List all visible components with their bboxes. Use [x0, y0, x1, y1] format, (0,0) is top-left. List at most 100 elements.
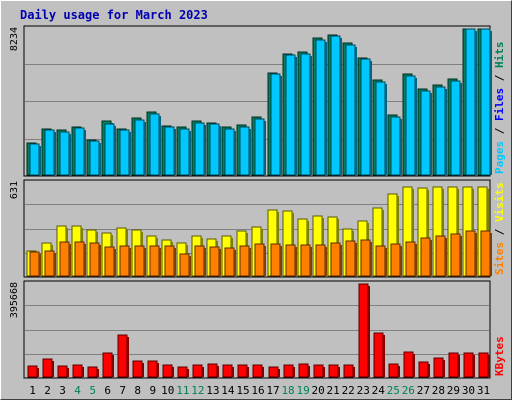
bar-shadow — [427, 190, 429, 276]
bar-shadow — [353, 367, 355, 377]
bar-shadow — [295, 247, 297, 276]
bar-shadow — [340, 38, 342, 175]
bar-files-15 — [239, 126, 250, 176]
bar-shadow — [280, 76, 282, 175]
bar-shadow — [172, 367, 174, 377]
bar-files-8 — [134, 119, 145, 176]
bar-shadow — [490, 233, 492, 276]
bar-shadow — [355, 47, 357, 175]
bar-shadow — [412, 189, 414, 276]
bar-shadow — [84, 130, 86, 175]
bar-kbytes-4 — [72, 364, 83, 378]
bar-shadow — [69, 134, 71, 175]
bar-shadow — [127, 337, 129, 377]
bar-files-23 — [360, 58, 371, 176]
bar-kbytes-3 — [57, 365, 68, 378]
legend-separator: / — [493, 222, 506, 242]
bar-shadow — [415, 244, 417, 276]
bar-files-28 — [435, 86, 446, 176]
bar-files-2 — [44, 129, 55, 176]
panel-legend: Pages / Files / Hits — [493, 42, 506, 175]
bar-kbytes-24 — [373, 332, 384, 378]
bar-kbytes-13 — [207, 363, 218, 378]
bar-sites-6 — [104, 246, 115, 277]
bar-kbytes-26 — [403, 351, 414, 378]
bar-files-26 — [405, 75, 416, 176]
bar-sites-14 — [224, 247, 235, 277]
bar-shadow — [37, 368, 39, 377]
x-tick-11: 11 — [176, 384, 189, 397]
bar-shadow — [249, 129, 251, 175]
x-tick-3: 3 — [59, 384, 66, 397]
bar-kbytes-1 — [27, 365, 38, 378]
bar-files-12 — [194, 122, 205, 176]
bar-files-18 — [285, 54, 296, 176]
bar-files-17 — [270, 73, 281, 176]
bar-sites-31 — [480, 230, 491, 277]
bar-files-10 — [164, 126, 175, 176]
bar-kbytes-17 — [268, 366, 279, 378]
bar-shadow — [114, 249, 116, 276]
bar-shadow — [382, 210, 384, 276]
bar-files-31 — [480, 28, 491, 176]
bar-files-14 — [224, 128, 235, 176]
x-tick-15: 15 — [236, 384, 249, 397]
x-tick-20: 20 — [312, 384, 325, 397]
bar-kbytes-8 — [132, 360, 143, 378]
bar-sites-27 — [420, 237, 431, 277]
panel-visits: 631 Sites / Visits — [9, 179, 506, 278]
x-tick-27: 27 — [417, 384, 430, 397]
bar-shadow — [249, 248, 251, 276]
bar-shadow — [295, 57, 297, 175]
bar-shadow — [99, 143, 101, 175]
bar-shadow — [370, 61, 372, 175]
bar-files-6 — [104, 123, 115, 176]
y-max-label: 8234 — [9, 27, 20, 51]
bar-kbytes-28 — [433, 357, 444, 378]
x-tick-22: 22 — [342, 384, 355, 397]
bar-files-30 — [465, 28, 476, 176]
bar-shadow — [325, 42, 327, 175]
panel-requests: 8234 Pages / Files / Hits — [9, 25, 506, 177]
bar-kbytes-9 — [147, 360, 158, 378]
x-tick-1: 1 — [29, 384, 36, 397]
x-tick-18: 18 — [281, 384, 294, 397]
bar-files-16 — [254, 118, 265, 176]
bar-sites-26 — [405, 241, 416, 277]
bar-shadow — [202, 367, 204, 377]
bar-shadow — [383, 335, 385, 377]
bar-shadow — [398, 366, 400, 377]
legend-separator: / — [493, 121, 506, 141]
bar-shadow — [219, 249, 221, 276]
bar-sites-30 — [465, 230, 476, 277]
bar-shadow — [232, 367, 234, 377]
bar-shadow — [442, 189, 444, 276]
bar-sites-16 — [254, 243, 265, 277]
bar-shadow — [112, 355, 114, 377]
x-tick-28: 28 — [432, 384, 445, 397]
bar-files-9 — [149, 113, 160, 176]
panel-legend: Sites / Visits — [493, 182, 506, 275]
bar-sites-9 — [149, 245, 160, 277]
bar-kbytes-16 — [252, 364, 263, 378]
bar-sites-8 — [134, 245, 145, 277]
x-tick-4: 4 — [74, 384, 81, 397]
bar-shadow — [144, 248, 146, 276]
bar-sites-7 — [119, 245, 130, 277]
bar-shadow — [189, 256, 191, 276]
bar-kbytes-30 — [463, 352, 474, 378]
bar-shadow — [84, 244, 86, 276]
bar-shadow — [174, 129, 176, 175]
chart-title: Daily usage for March 2023 — [20, 8, 208, 22]
bar-shadow — [355, 243, 357, 276]
x-tick-9: 9 — [149, 384, 156, 397]
x-tick-26: 26 — [402, 384, 415, 397]
bar-shadow — [54, 253, 56, 276]
bar-shadow — [430, 93, 432, 175]
x-tick-19: 19 — [296, 384, 309, 397]
bar-shadow — [385, 84, 387, 175]
bar-shadow — [415, 78, 417, 175]
x-tick-29: 29 — [447, 384, 460, 397]
bar-sites-28 — [435, 235, 446, 277]
x-tick-8: 8 — [134, 384, 141, 397]
